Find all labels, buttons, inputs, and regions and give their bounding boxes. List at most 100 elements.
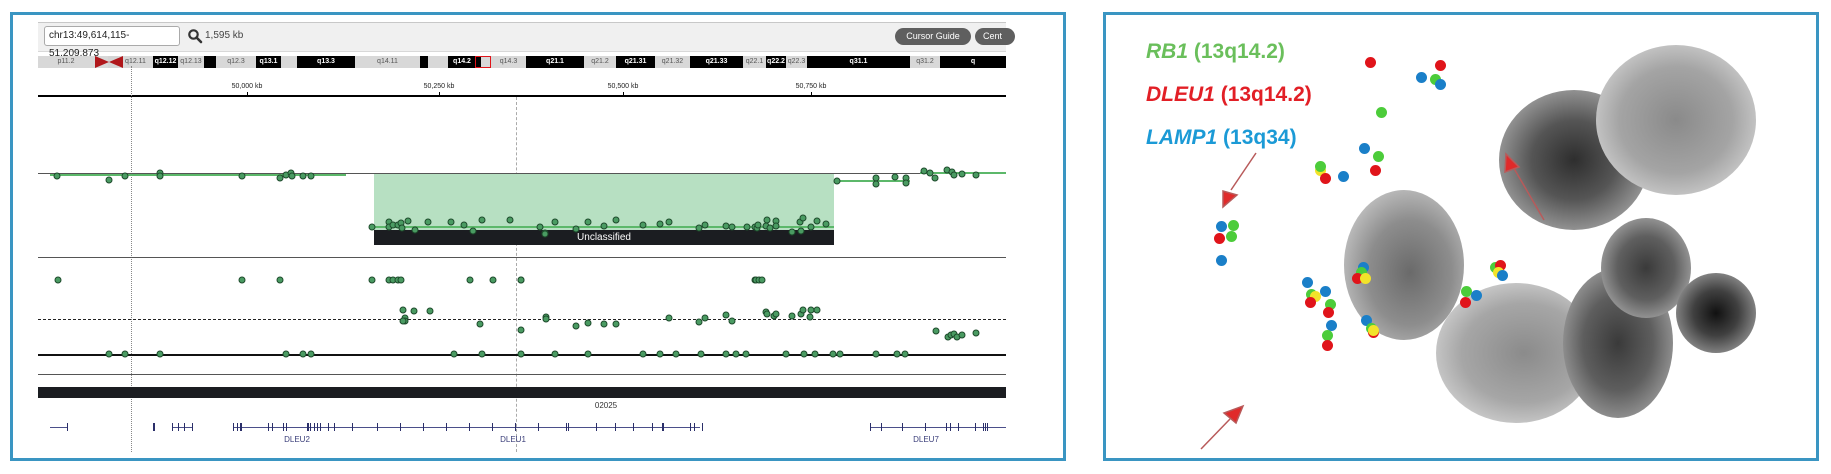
- data-point: [950, 171, 958, 179]
- data-point: [972, 171, 980, 179]
- gene-line[interactable]: [233, 427, 700, 428]
- data-point: [701, 314, 709, 322]
- ideogram-band[interactable]: [428, 56, 448, 68]
- nucleus: [1676, 273, 1756, 353]
- ideogram-band[interactable]: q21.33: [690, 56, 743, 68]
- data-point: [399, 317, 407, 325]
- data-point: [121, 350, 129, 358]
- track-divider: [38, 374, 1006, 375]
- exon-mark: [272, 423, 273, 431]
- data-point: [788, 312, 796, 320]
- segment-label[interactable]: Unclassified: [374, 230, 834, 245]
- data-point: [282, 350, 290, 358]
- exon-mark: [268, 423, 269, 431]
- gene-line[interactable]: [870, 427, 1006, 428]
- fish-signal-dot: [1310, 291, 1321, 302]
- data-point: [572, 225, 580, 233]
- arrow-icon: [1200, 152, 1545, 450]
- browser-toolbar: chr13:49,614,115-51,209,873 1,595 kb Cur…: [38, 22, 1015, 59]
- data-point: [958, 331, 966, 339]
- data-point: [772, 222, 780, 230]
- exon-mark: [286, 423, 287, 431]
- ideogram-band[interactable]: q31.2: [910, 56, 940, 68]
- data-point: [411, 226, 419, 234]
- data-point: [399, 306, 407, 314]
- sample-track-bar[interactable]: [38, 387, 1006, 398]
- gene-line[interactable]: [172, 427, 192, 428]
- data-point: [238, 276, 246, 284]
- ideogram-band[interactable]: q21.31: [616, 56, 655, 68]
- fish-signal-dot: [1359, 143, 1370, 154]
- gene-label-dleu7[interactable]: DLEU7: [913, 435, 939, 444]
- gene-label-dleu1[interactable]: DLEU1: [500, 435, 526, 444]
- ideogram-band[interactable]: q21.1: [526, 56, 584, 68]
- data-point: [822, 220, 830, 228]
- exon-mark: [633, 423, 634, 431]
- data-point: [612, 216, 620, 224]
- search-icon[interactable]: [187, 28, 203, 44]
- exon-mark: [987, 423, 988, 431]
- ideogram-band[interactable]: q22.1: [743, 56, 766, 68]
- data-point: [238, 172, 246, 180]
- fish-signal-dot: [1430, 74, 1441, 85]
- center-line-button[interactable]: Cent: [975, 28, 1015, 45]
- ideogram-band[interactable]: q21.2: [584, 56, 616, 68]
- ideogram-band[interactable]: q22.3: [786, 56, 807, 68]
- ideogram-band[interactable]: q14.2: [448, 56, 476, 68]
- fish-signal-dot: [1325, 299, 1336, 310]
- ruler-axis: [38, 95, 1006, 97]
- region-width-label: 1,595 kb: [205, 30, 244, 41]
- exon-mark: [314, 423, 315, 431]
- ideogram-band[interactable]: q13.3: [297, 56, 355, 68]
- data-point: [612, 320, 620, 328]
- data-point: [829, 350, 837, 358]
- data-point: [833, 177, 841, 185]
- ideogram-band[interactable]: [420, 56, 428, 68]
- ideogram-band[interactable]: q12.11: [118, 56, 153, 68]
- data-point: [772, 310, 780, 318]
- fish-signal-dot: [1497, 270, 1508, 281]
- ideogram-band[interactable]: [204, 56, 216, 68]
- ideogram-band[interactable]: p11.2: [38, 56, 94, 68]
- exon-mark: [652, 423, 653, 431]
- fish-signal-dot: [1373, 151, 1384, 162]
- exon-mark: [334, 423, 335, 431]
- gene-label-dleu2[interactable]: DLEU2: [284, 435, 310, 444]
- fish-signal-dot: [1214, 233, 1225, 244]
- ideogram-band[interactable]: [481, 56, 491, 68]
- chromosome-ideogram[interactable]: p11.2 q12.11 q12.12 q12.13 q12.3 q13.1 q13.3 q1…: [38, 56, 1006, 68]
- cursor-guide-button[interactable]: Cursor Guide: [895, 28, 971, 45]
- cursor-guide-line: [131, 66, 132, 452]
- ideogram-band[interactable]: q12.12: [153, 56, 178, 68]
- locus-input[interactable]: chr13:49,614,115-51,209,873: [44, 26, 180, 59]
- data-point: [288, 172, 296, 180]
- exon-mark: [702, 423, 703, 431]
- ideogram-band[interactable]: [476, 56, 481, 68]
- ideogram-band[interactable]: q21.32: [655, 56, 690, 68]
- exon-mark: [192, 423, 193, 431]
- data-point: [813, 306, 821, 314]
- ideogram-band[interactable]: [281, 56, 297, 68]
- ideogram-band[interactable]: q13.1: [256, 56, 281, 68]
- probe-legend: RB1 (13q14.2) DLEU1 (13q14.2) LAMP1 (13q…: [1146, 37, 1312, 166]
- data-point: [476, 320, 484, 328]
- fish-signal-dot: [1326, 320, 1337, 331]
- ideogram-band[interactable]: q: [940, 56, 1006, 68]
- ideogram-band[interactable]: q14.3: [491, 56, 526, 68]
- ideogram-band[interactable]: q22.2: [766, 56, 786, 68]
- gene-line[interactable]: [50, 427, 67, 428]
- data-point: [404, 217, 412, 225]
- ideogram-band[interactable]: q12.3: [216, 56, 256, 68]
- data-point: [743, 223, 751, 231]
- data-point: [368, 276, 376, 284]
- ideogram-band[interactable]: q12.13: [178, 56, 204, 68]
- data-point: [54, 276, 62, 284]
- data-point: [931, 174, 939, 182]
- fish-signal-dot: [1216, 255, 1227, 266]
- data-point: [807, 223, 815, 231]
- ideogram-band[interactable]: q31.1: [807, 56, 910, 68]
- data-point: [742, 350, 750, 358]
- ideogram-band[interactable]: q14.11: [355, 56, 420, 68]
- data-point: [811, 350, 819, 358]
- ideogram-viewport-box[interactable]: [475, 56, 491, 68]
